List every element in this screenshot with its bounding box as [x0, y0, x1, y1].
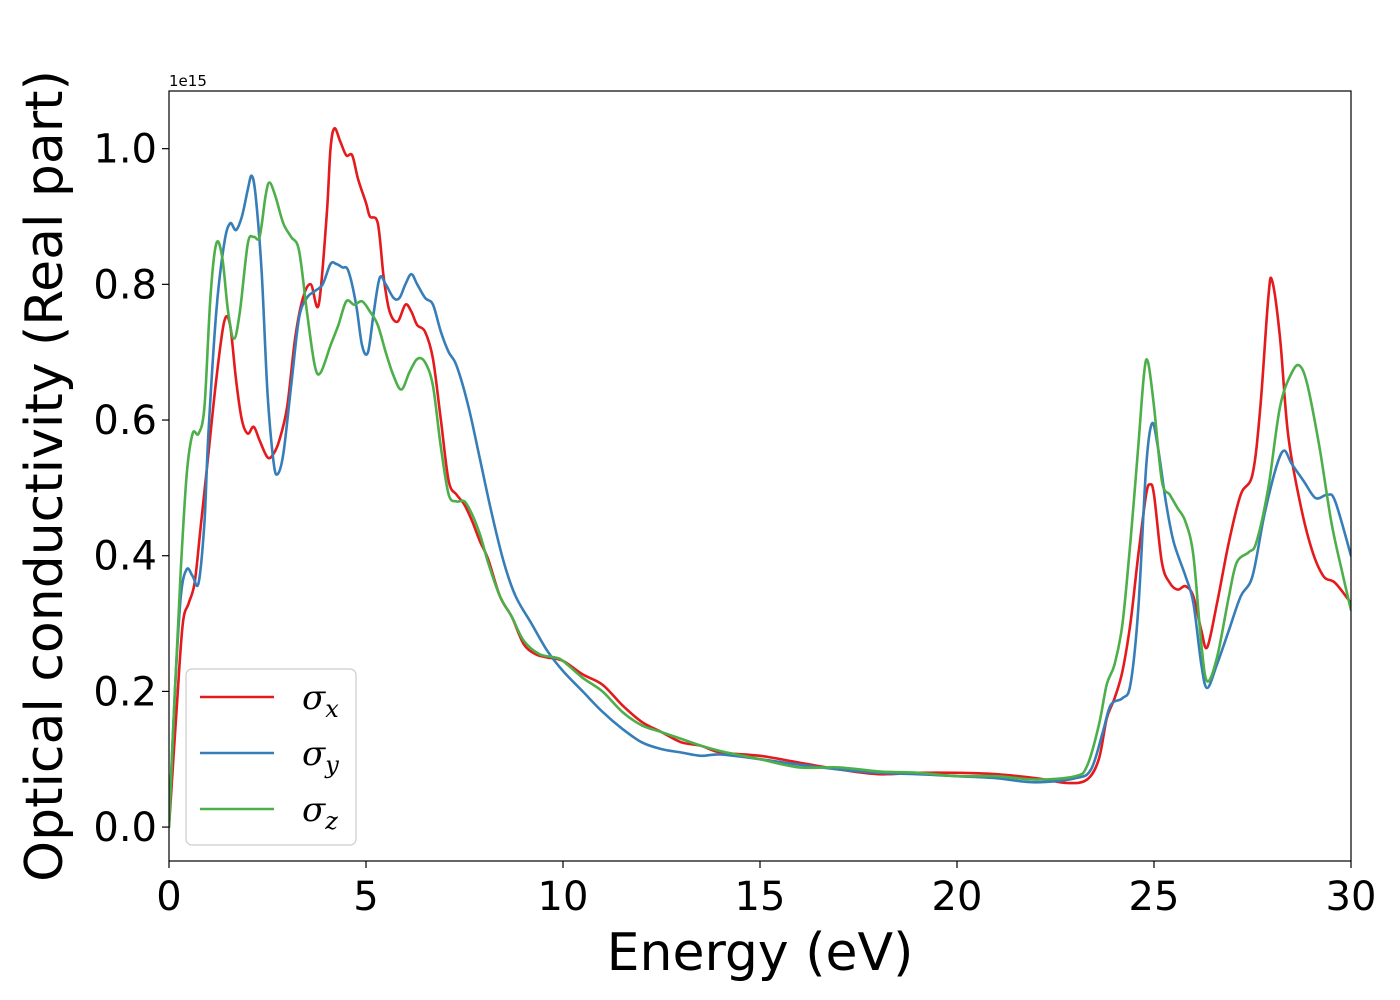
y-axis-label: Optical conductivity (Real part) [15, 70, 75, 882]
series-line-y [169, 174, 1351, 829]
series-line-z [169, 181, 1351, 829]
legend-label-x: σx [302, 678, 339, 723]
x-tick-label: 25 [1129, 874, 1180, 920]
y-tick-label: 0.8 [93, 262, 157, 308]
y-tick-label: 0.0 [93, 805, 157, 851]
x-axis-ticks: 0 5 10 15 20 25 30 [156, 861, 1376, 920]
x-tick-label: 15 [735, 874, 786, 920]
x-tick-label: 5 [353, 874, 378, 920]
series-layer [169, 126, 1351, 829]
y-offset-label: 1e15 [169, 72, 207, 90]
y-tick-label: 0.2 [93, 669, 157, 715]
x-tick-label: 0 [156, 874, 181, 920]
legend-box [185, 668, 357, 846]
y-tick-label: 0.6 [93, 398, 157, 444]
x-tick-label: 10 [538, 874, 589, 920]
y-tick-label: 1.0 [93, 127, 157, 173]
x-tick-label: 30 [1326, 874, 1377, 920]
y-tick-label: 0.4 [93, 534, 157, 580]
y-axis-ticks: 0.0 0.2 0.4 0.6 0.8 1.0 [93, 127, 169, 851]
x-axis-label: Energy (eV) [607, 923, 914, 983]
x-tick-label: 20 [932, 874, 983, 920]
